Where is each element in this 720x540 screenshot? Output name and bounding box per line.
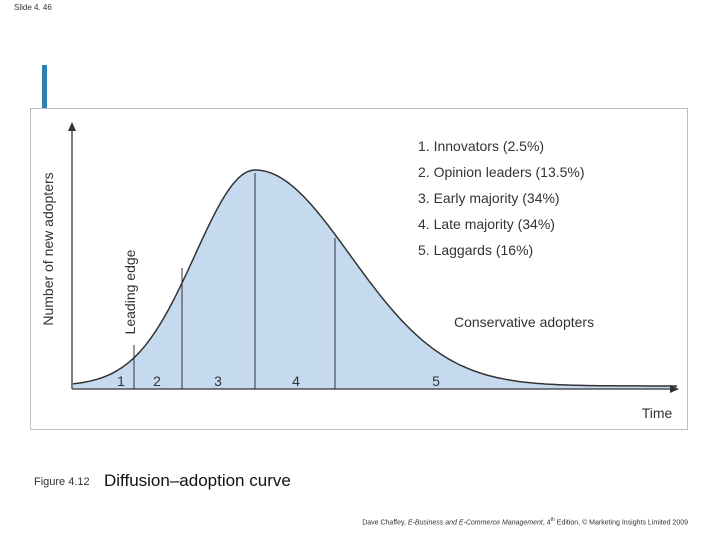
source-footer: Dave Chaffey, E-Business and E-Commerce … [362, 517, 688, 526]
y-axis-arrow [68, 122, 76, 131]
slide-number: Slide 4. 46 [14, 3, 52, 12]
segment-5-label: 5 [432, 373, 440, 389]
accent-bar [42, 65, 47, 109]
footer-edition-sup: th [550, 517, 555, 523]
leading-edge-label: Leading edge [122, 249, 138, 334]
x-axis-label: Time [642, 405, 673, 421]
segment-1-label: 1 [117, 373, 125, 389]
legend-item-3: 3. Early majority (34%) [418, 190, 560, 206]
segment-3-label: 3 [214, 373, 222, 389]
footer-book-title: E-Business and E-Commerce Management [407, 519, 543, 527]
figure-caption-label: Figure 4.12 [34, 476, 90, 488]
diffusion-curve-diagram: Number of new adopters Time Leading edge… [40, 122, 679, 421]
footer-copyright: Edition, © Marketing Insights Limited 20… [554, 519, 688, 527]
legend-item-2: 2. Opinion leaders (13.5%) [418, 164, 585, 180]
curve-line [72, 169, 677, 387]
curve-area [73, 170, 677, 389]
conservative-adopters-label: Conservative adopters [454, 314, 594, 330]
y-axis-label: Number of new adopters [40, 172, 56, 325]
x-axis-arrow [670, 385, 679, 393]
figure-caption-title: Diffusion–adoption curve [104, 471, 291, 490]
footer-author: Dave Chaffey, [362, 519, 408, 527]
figure-frame: Number of new adopters Time Leading edge… [30, 108, 688, 430]
legend-item-1: 1. Innovators (2.5%) [418, 138, 544, 154]
segment-4-label: 4 [292, 373, 300, 389]
legend-item-5: 5. Laggards (16%) [418, 242, 533, 258]
segment-2-label: 2 [153, 373, 161, 389]
footer-edition: , 4 [542, 519, 551, 527]
legend-item-4: 4. Late majority (34%) [418, 216, 555, 232]
